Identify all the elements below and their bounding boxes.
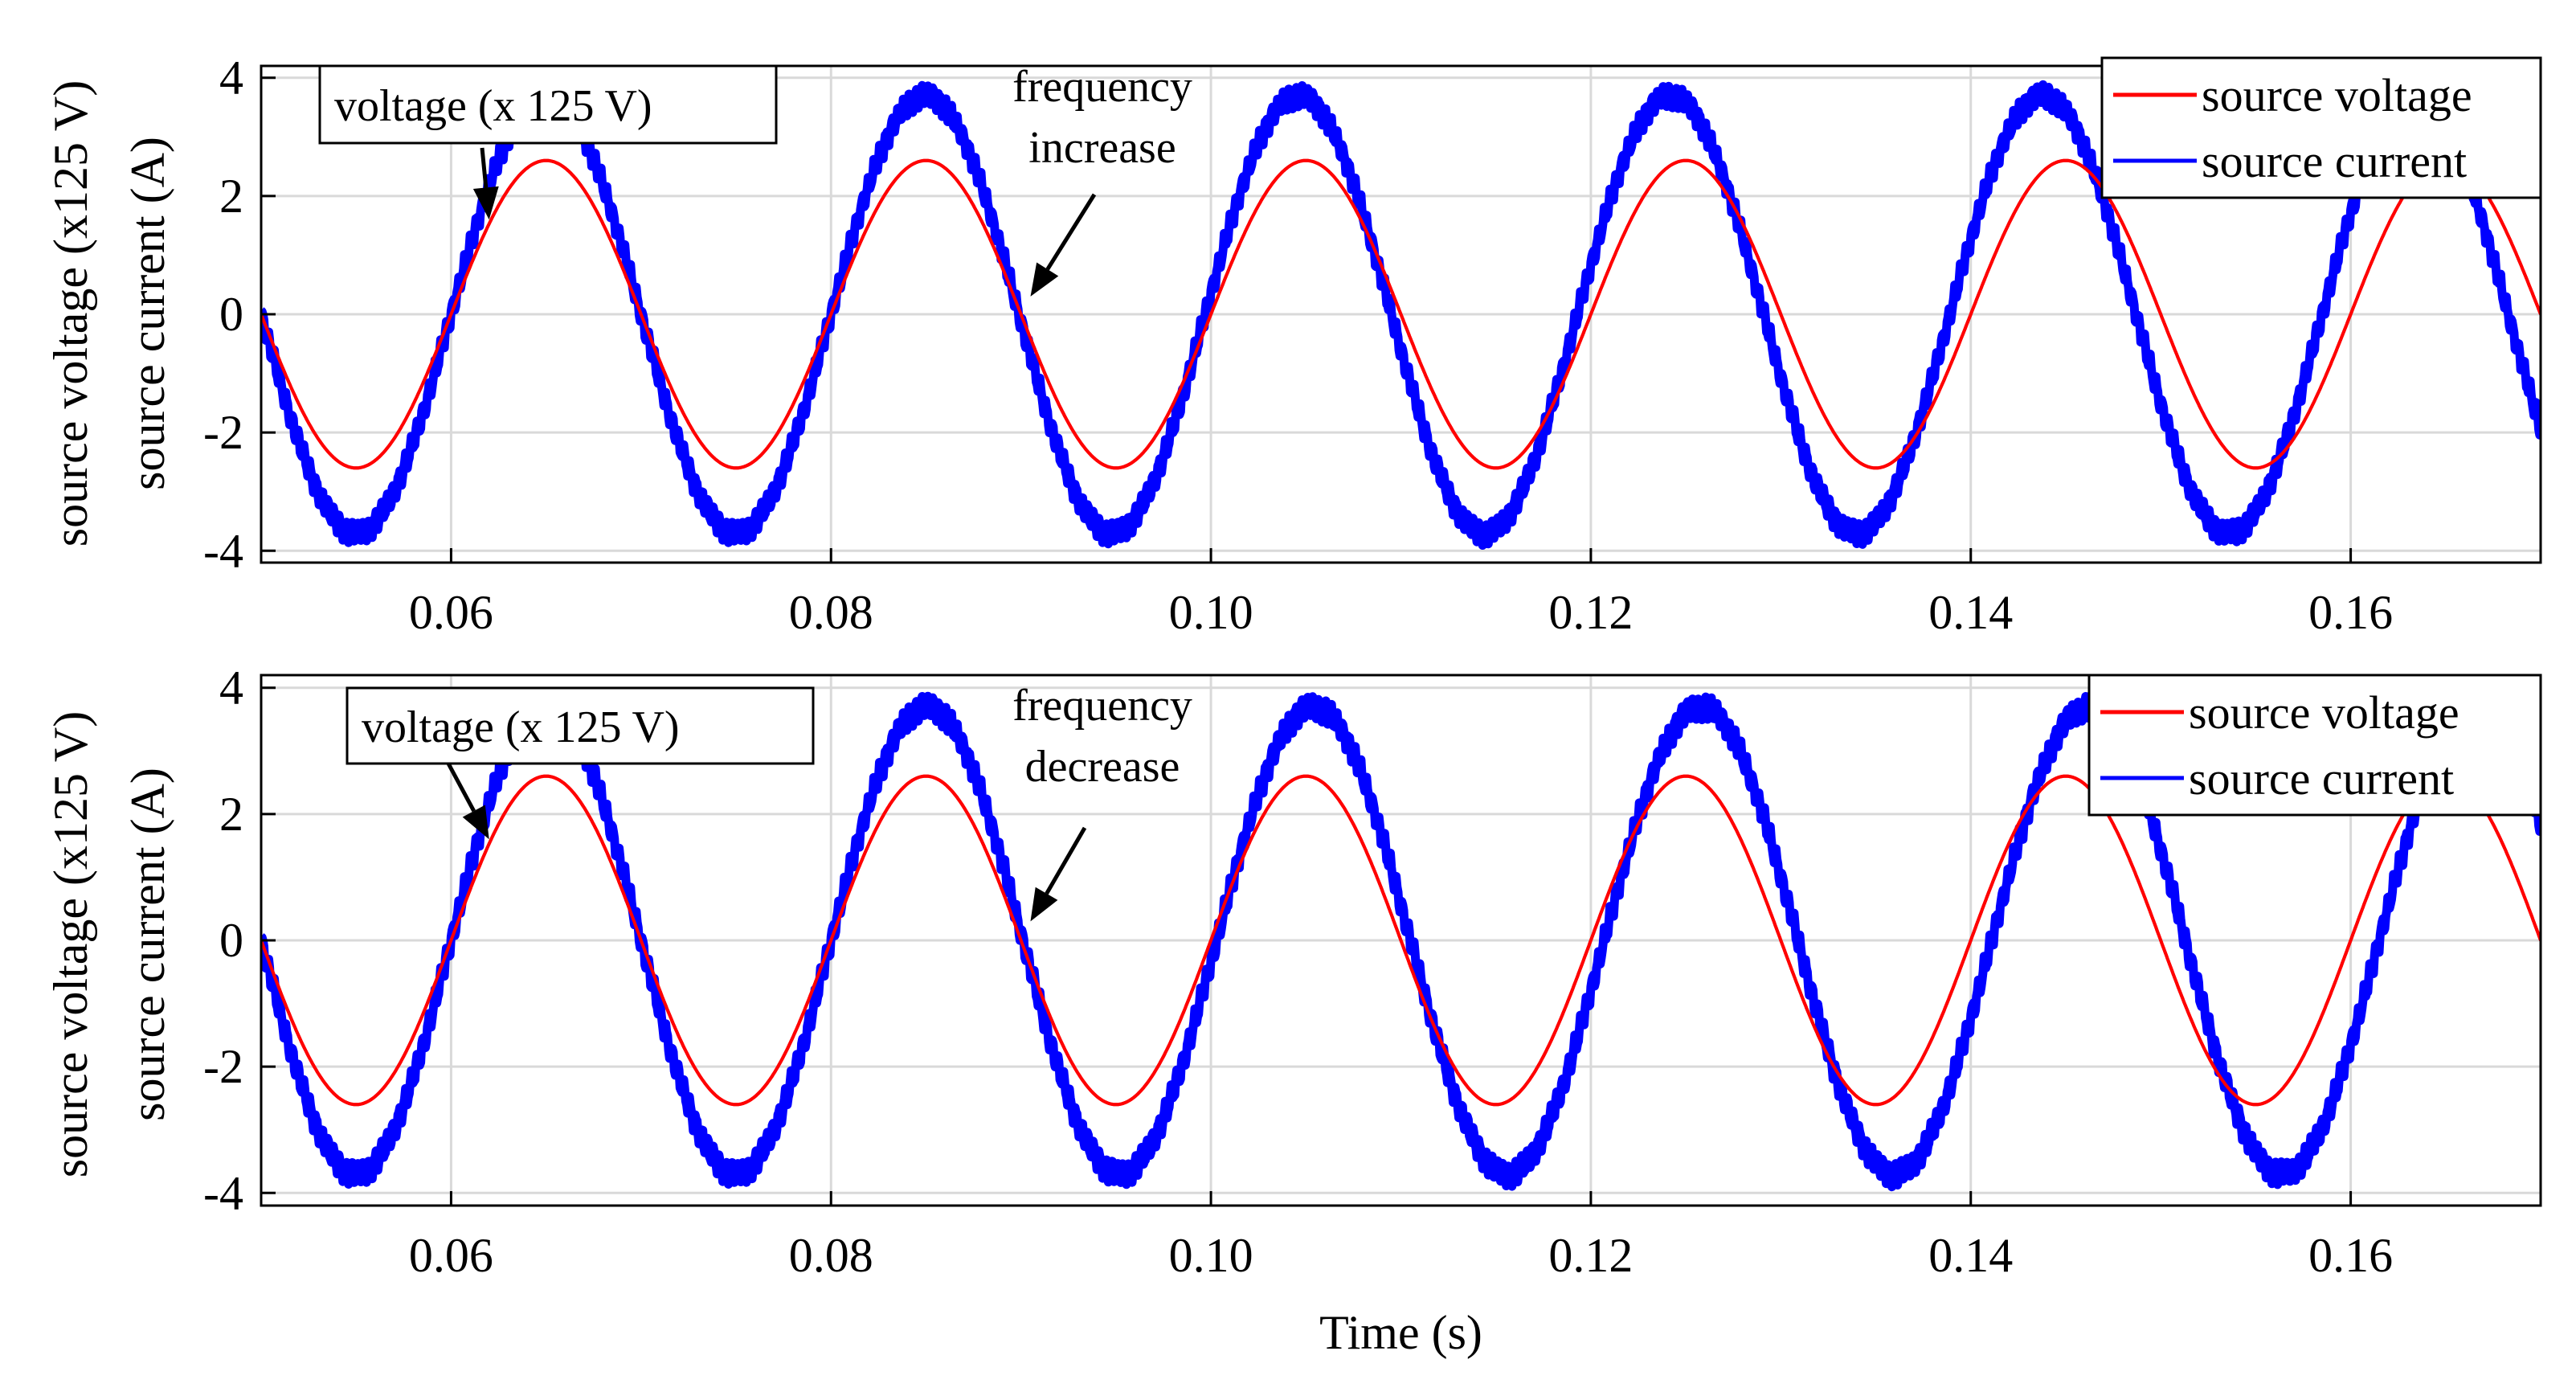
x-axis-label: Time (s) <box>1319 1306 1482 1359</box>
voltage-annotation-arrow-head <box>472 186 499 220</box>
y-axis-label-voltage: source voltage (x125 V) <box>44 80 97 547</box>
voltage-annotation-text: voltage (x 125 V) <box>362 702 680 752</box>
legend-label-voltage: source voltage <box>2189 686 2459 739</box>
y-tick-label: 0 <box>219 914 243 967</box>
frequency-annotation-line2: decrease <box>1025 742 1180 792</box>
y-tick-label: -2 <box>203 406 243 459</box>
legend-label-current: source current <box>2189 752 2454 805</box>
voltage-annotation-arrow-shaft <box>446 762 476 813</box>
legend-label-current: source current <box>2202 135 2467 187</box>
source-voltage-line-overlay <box>261 774 2541 1107</box>
x-tick-label: 0.10 <box>1169 1229 1253 1282</box>
voltage-annotation-box <box>346 686 815 765</box>
x-tick-label: 0.16 <box>2308 586 2393 639</box>
x-tick-label: 0.08 <box>789 1229 873 1282</box>
voltage-annotation-arrow-shaft <box>480 147 489 188</box>
plot-area <box>261 80 2541 550</box>
frequency-annotation-line1: frequency <box>1012 681 1192 731</box>
frequency-annotation-arrow-shaft <box>1045 193 1097 271</box>
frequency-annotation-arrow-head <box>1030 262 1059 297</box>
y-tick-label: 2 <box>219 788 243 841</box>
legend-label-voltage: source voltage <box>2202 69 2472 121</box>
x-tick-label: 0.16 <box>2308 1229 2393 1282</box>
x-tick-label: 0.10 <box>1169 586 1253 639</box>
y-tick-label: -2 <box>203 1040 243 1093</box>
y-axis-label-current: source current (A) <box>121 137 174 490</box>
frequency-annotation-line1: frequency <box>1012 62 1192 112</box>
y-tick-label: 4 <box>219 661 243 715</box>
frequency-annotation-arrow-shaft <box>1045 826 1087 895</box>
x-tick-label: 0.06 <box>409 586 493 639</box>
y-axis-label-voltage: source voltage (x125 V) <box>44 711 97 1177</box>
y-tick-label: 4 <box>219 51 243 104</box>
top-panel: 0.06 0.08 0.10 0.12 0.14 0.16 -4 -2 0 2 4 source cu… <box>44 51 2542 639</box>
x-tick-label: 0.06 <box>409 1229 493 1282</box>
voltage-annotation-text: voltage (x 125 V) <box>334 81 652 131</box>
frequency-annotation-line2: increase <box>1028 123 1176 173</box>
y-tick-label: 0 <box>219 288 243 341</box>
legend-box <box>2100 56 2542 199</box>
bottom-panel: 0.06 0.08 0.10 0.12 0.14 0.16 -4 -2 0 2 4 source cu… <box>44 661 2542 1359</box>
x-tick-label: 0.08 <box>789 586 873 639</box>
y-tick-label: -4 <box>203 1166 243 1219</box>
x-tick-label: 0.14 <box>1928 586 2013 639</box>
y-tick-label: -4 <box>203 524 243 577</box>
voltage-annotation-box <box>318 64 778 145</box>
y-tick-label: 2 <box>219 170 243 223</box>
plot-area <box>261 690 2541 1192</box>
legend-box <box>2087 674 2542 817</box>
voltage-annotation-arrow-head <box>462 805 489 840</box>
frequency-annotation-arrow-head <box>1030 886 1058 922</box>
x-tick-label: 0.14 <box>1928 1229 2013 1282</box>
x-tick-label: 0.12 <box>1548 1229 1633 1282</box>
source-voltage-line-overlay <box>261 158 2541 470</box>
y-axis-label-current: source current (A) <box>121 768 174 1121</box>
x-tick-label: 0.12 <box>1548 586 1633 639</box>
